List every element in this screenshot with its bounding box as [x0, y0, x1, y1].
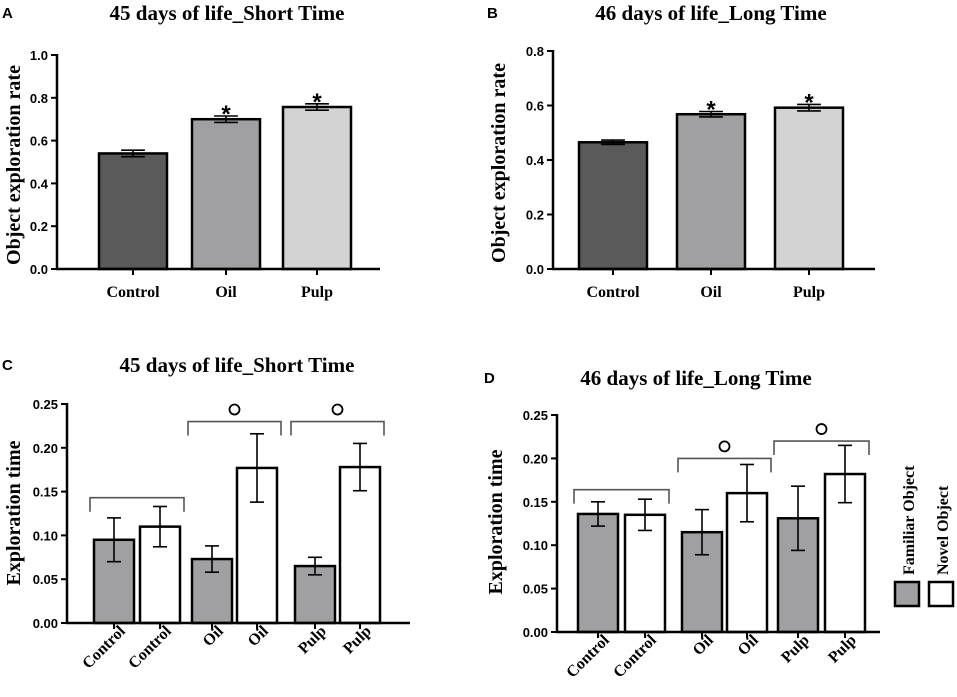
y-tick-label: 0.15 [33, 485, 58, 500]
x-tick-label: Oil [200, 622, 227, 649]
bar [675, 112, 747, 271]
panel-d-chart: 46 days of life_Long Time Exploration tim… [485, 366, 880, 681]
bar [338, 465, 382, 625]
y-tick-label: 0.4 [526, 153, 545, 168]
y-tick-label: 0.25 [523, 408, 548, 423]
x-tick-label: Oil [690, 631, 717, 658]
panel-c-chart: 45 days of life_Short Time Exploration ti… [3, 353, 410, 672]
comparison-bracket [773, 440, 870, 456]
chart-title: 45 days of life_Short Time [110, 1, 345, 25]
panel-a-chart: 45 days of life_Short Time Object explora… [3, 1, 380, 301]
panel-letter-c: C [2, 357, 13, 374]
bar [773, 106, 845, 271]
panel-letter-d: D [484, 370, 495, 387]
y-tick-label: 0.0 [30, 262, 48, 277]
significance-circle [331, 403, 344, 416]
legend-label: Familiar Object [901, 465, 918, 575]
significance-circle [815, 423, 828, 435]
bar [97, 152, 169, 271]
bar [281, 105, 353, 271]
significance-star: * [221, 101, 231, 128]
legend-label: Novel Object [935, 485, 952, 575]
y-tick-label: 0.20 [33, 441, 58, 456]
significance-circle [228, 403, 241, 416]
comparison-bracket [89, 496, 185, 512]
x-tick-label: Pulp [340, 623, 375, 658]
chart-title: 45 days of life_Short Time [120, 353, 355, 377]
y-tick-label: 0.2 [526, 208, 544, 223]
y-tick-label: 0.2 [30, 219, 48, 234]
y-tick-label: 0.05 [33, 572, 58, 587]
y-tick-label: 0.8 [30, 91, 48, 106]
panel-letter-b: B [487, 5, 498, 22]
x-tick-label: Pulp [825, 632, 860, 667]
y-tick-label: 0.6 [526, 99, 544, 114]
chart-title: 46 days of life_Long Time [580, 366, 811, 390]
y-tick-label: 0.0 [526, 262, 544, 277]
x-tick-label: Control [125, 622, 175, 672]
y-tick-label: 0.4 [30, 176, 49, 191]
x-tick-label: Control [563, 631, 613, 681]
y-axis-label: Object exploration rate [488, 63, 510, 263]
comparison-bracket [573, 488, 670, 504]
y-tick-label: 0.20 [523, 451, 548, 466]
x-tick-label: Oil [215, 284, 237, 301]
bar [577, 141, 649, 271]
x-tick-label: Oil [700, 284, 722, 301]
x-tick-label: Pulp [301, 284, 333, 301]
significance-star: * [312, 89, 322, 116]
y-tick-label: 0.00 [523, 625, 548, 640]
x-tick-label: Control [586, 284, 640, 301]
legend-swatch [893, 580, 921, 608]
legend: Familiar Object Novel Object [893, 465, 955, 608]
y-tick-label: 0.15 [523, 495, 548, 510]
x-tick-label: Pulp [793, 284, 825, 301]
y-axis-label: Exploration time [3, 440, 25, 585]
x-tick-label: Control [106, 284, 160, 301]
y-tick-label: 1.0 [30, 48, 48, 63]
panel-letter-a: A [2, 5, 13, 22]
x-tick-label: Oil [245, 622, 272, 649]
y-tick-label: 0.10 [33, 528, 58, 543]
legend-swatch [927, 580, 955, 608]
y-axis-label: Exploration time [485, 449, 507, 594]
bar [190, 117, 262, 271]
y-tick-label: 0.00 [33, 616, 58, 631]
x-tick-label: Oil [735, 631, 762, 658]
y-tick-label: 0.6 [30, 134, 48, 149]
significance-circle [718, 440, 731, 453]
comparison-bracket [187, 420, 282, 436]
y-tick-label: 0.05 [523, 582, 548, 597]
bar [576, 512, 620, 634]
x-tick-label: Pulp [778, 632, 813, 667]
y-tick-label: 0.25 [33, 397, 58, 412]
comparison-bracket [290, 420, 385, 436]
x-tick-label: Control [79, 622, 129, 672]
x-tick-label: Pulp [295, 623, 330, 658]
bar [623, 513, 667, 634]
chart-title: 46 days of life_Long Time [595, 1, 826, 25]
y-tick-label: 0.10 [523, 538, 548, 553]
panel-b-chart: 46 days of life_Long Time Object explorat… [488, 1, 875, 301]
y-axis-label: Object exploration rate [3, 65, 25, 265]
significance-star: * [706, 96, 716, 123]
x-tick-label: Control [610, 631, 660, 681]
y-tick-label: 0.8 [526, 44, 544, 59]
comparison-bracket [677, 457, 772, 473]
significance-star: * [804, 89, 814, 116]
